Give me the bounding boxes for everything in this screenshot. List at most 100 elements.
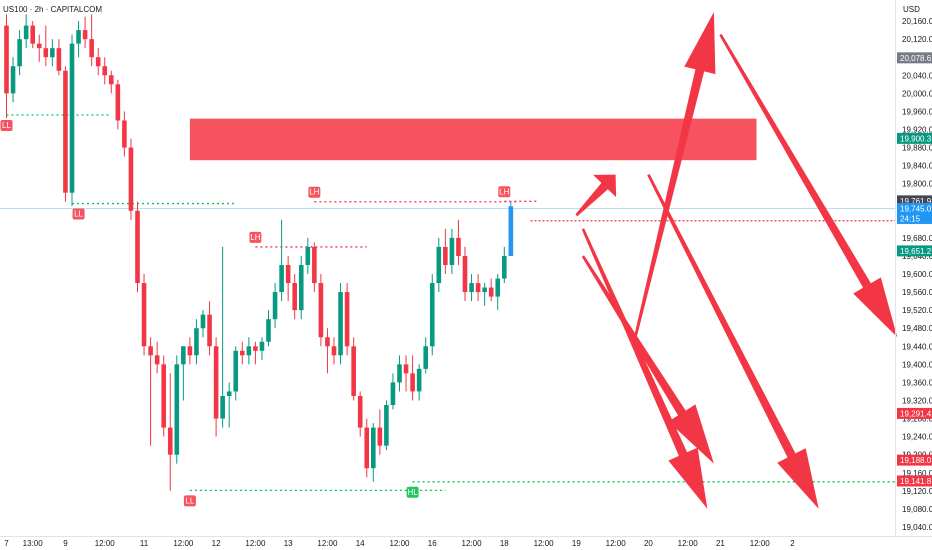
candle-36[interactable]: [240, 341, 245, 365]
candle-31[interactable]: [207, 301, 212, 356]
candle-62[interactable]: [410, 355, 415, 401]
candle-38[interactable]: [253, 341, 258, 365]
candle-21[interactable]: [141, 274, 147, 356]
projection-arrow-5[interactable]: [581, 255, 714, 464]
candle-3[interactable]: [23, 14, 29, 49]
candle-18[interactable]: [122, 111, 127, 157]
candle-9[interactable]: [63, 66, 68, 202]
level-tag-3[interactable]: [308, 186, 321, 198]
candle-6[interactable]: [43, 25, 49, 67]
candle-56[interactable]: [371, 423, 376, 482]
candle-16[interactable]: [109, 70, 114, 94]
candle-50[interactable]: [331, 337, 337, 365]
level-tag-1[interactable]: [72, 208, 85, 220]
candle-63[interactable]: [416, 364, 422, 401]
candle-19[interactable]: [128, 138, 134, 220]
candle-4[interactable]: [30, 21, 35, 49]
candle-12[interactable]: [82, 16, 88, 49]
candle-73[interactable]: [482, 283, 487, 306]
candle-60[interactable]: [397, 355, 402, 392]
candle-40[interactable]: [266, 310, 271, 347]
candle-10[interactable]: [69, 34, 75, 207]
price-tick-23: 19,240.0: [902, 433, 932, 442]
candle-45[interactable]: [298, 255, 304, 320]
price-tick-3: 20,040.0: [902, 71, 932, 80]
candle-76[interactable]: [502, 246, 507, 284]
candle-37[interactable]: [246, 337, 252, 365]
candle-65[interactable]: [429, 274, 435, 356]
candle-42[interactable]: [279, 219, 284, 302]
candle-53[interactable]: [351, 337, 356, 401]
candle-14[interactable]: [95, 48, 101, 76]
price-axis[interactable]: 20,160.020,120.020,080.020,040.020,000.0…: [895, 0, 932, 536]
candle-58[interactable]: [384, 400, 389, 451]
candle-46[interactable]: [305, 237, 311, 275]
candle-75[interactable]: [495, 274, 501, 311]
candle-30[interactable]: [200, 310, 206, 338]
candle-70[interactable]: [462, 246, 468, 302]
candle-35[interactable]: [233, 346, 239, 401]
level-tag-4[interactable]: [498, 186, 511, 198]
candle-61[interactable]: [403, 355, 409, 392]
projection-arrow-3[interactable]: [647, 174, 819, 509]
candle-51[interactable]: [338, 283, 343, 365]
candle-25[interactable]: [167, 373, 173, 491]
candle-8[interactable]: [56, 39, 62, 76]
candle-67[interactable]: [443, 228, 448, 275]
candle-1[interactable]: [10, 57, 16, 103]
candle-69[interactable]: [456, 219, 461, 265]
candle-39[interactable]: [259, 337, 265, 360]
price-tag-label-3: 19,745.0: [900, 205, 932, 214]
candle-48[interactable]: [318, 274, 324, 347]
candle-49[interactable]: [325, 328, 330, 374]
candle-2[interactable]: [17, 30, 22, 76]
projection-arrow-0[interactable]: [634, 12, 716, 338]
candle-29[interactable]: [194, 319, 199, 365]
candle-54[interactable]: [357, 391, 363, 437]
candle-body-13: [89, 39, 94, 58]
candle-44[interactable]: [292, 274, 297, 320]
candle-23[interactable]: [154, 341, 160, 374]
level-tag-0[interactable]: [0, 120, 13, 132]
level-tag-2[interactable]: [249, 231, 262, 243]
candle-77[interactable]: [508, 201, 514, 256]
candle-41[interactable]: [272, 283, 278, 329]
candle-24[interactable]: [161, 355, 166, 437]
candle-64[interactable]: [423, 337, 428, 374]
projection-arrow-1[interactable]: [575, 174, 617, 217]
candle-47[interactable]: [312, 242, 317, 293]
candle-72[interactable]: [475, 274, 481, 302]
candle-43[interactable]: [285, 255, 291, 302]
candle-28[interactable]: [187, 337, 193, 365]
supply-zone[interactable]: [189, 118, 757, 161]
candle-59[interactable]: [390, 373, 396, 410]
candle-33[interactable]: [220, 246, 225, 428]
candle-11[interactable]: [76, 21, 81, 58]
time-axis[interactable]: 7 13:00 9 12:00 11 12:00 12 12:00 13 12:00 14 12:00…: [0, 536, 932, 549]
level-tag-5[interactable]: [183, 495, 196, 507]
candle-74[interactable]: [488, 278, 494, 302]
candle-34[interactable]: [226, 382, 232, 428]
candle-32[interactable]: [213, 337, 219, 437]
candle-57[interactable]: [377, 409, 383, 455]
candle-66[interactable]: [436, 237, 442, 293]
candle-13[interactable]: [89, 14, 94, 67]
candle-0[interactable]: [4, 14, 9, 119]
projection-arrow-2[interactable]: [719, 33, 898, 338]
candle-22[interactable]: [148, 337, 153, 446]
candle-52[interactable]: [344, 283, 350, 356]
time-tick-10: 14: [356, 539, 365, 548]
candle-20[interactable]: [135, 201, 140, 293]
candle-68[interactable]: [449, 228, 455, 275]
candle-55[interactable]: [364, 418, 370, 478]
candle-71[interactable]: [469, 274, 474, 302]
candle-7[interactable]: [50, 39, 55, 67]
candle-15[interactable]: [102, 57, 108, 85]
projection-arrow-4[interactable]: [581, 228, 708, 509]
candle-5[interactable]: [36, 34, 42, 62]
candle-26[interactable]: [174, 355, 180, 464]
candle-17[interactable]: [115, 79, 121, 130]
candle-27[interactable]: [181, 346, 186, 401]
level-tag-6[interactable]: [406, 486, 419, 498]
